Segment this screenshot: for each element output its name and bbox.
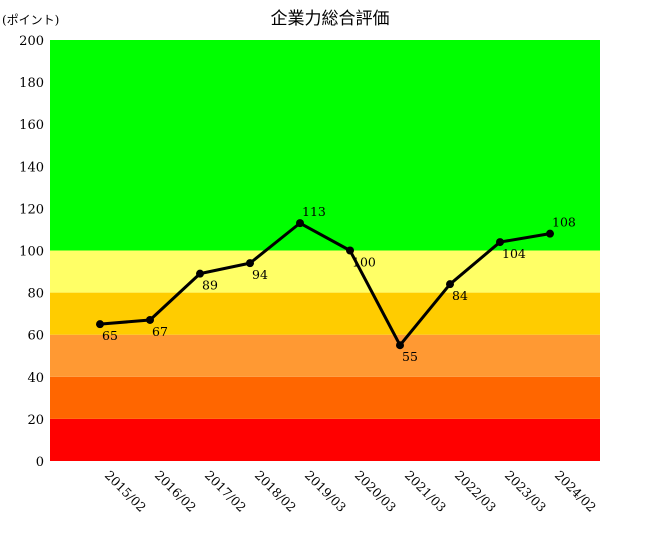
band-60-80 xyxy=(50,292,600,335)
y-tick-label: 80 xyxy=(27,287,44,302)
data-point xyxy=(496,238,504,247)
y-tick-label: 100 xyxy=(19,245,44,260)
y-tick-label: 120 xyxy=(19,202,44,217)
data-label: 65 xyxy=(102,328,118,343)
data-label: 84 xyxy=(452,288,468,303)
y-tick-label: 180 xyxy=(19,76,44,91)
band-20-40 xyxy=(50,376,600,419)
chart-title: 企業力総合評価 xyxy=(271,9,390,29)
data-label: 89 xyxy=(202,278,218,293)
data-label: 104 xyxy=(502,246,526,261)
x-tick-label: 2019/03 xyxy=(302,468,349,515)
y-tick-label: 160 xyxy=(19,118,44,133)
x-tick-label: 2023/03 xyxy=(502,468,549,515)
y-tick-label: 40 xyxy=(27,371,44,386)
background-bands xyxy=(50,40,600,461)
band-0-20 xyxy=(50,418,600,461)
x-tick-label: 2018/02 xyxy=(252,468,299,515)
x-tick-label: 2022/03 xyxy=(452,468,499,515)
x-tick-label: 2021/03 xyxy=(402,468,449,515)
band-100-200 xyxy=(50,40,600,251)
data-point xyxy=(446,280,454,289)
y-axis: 0 20 40 60 80 100 120 140 160 180 200 xyxy=(19,34,44,470)
x-axis: 2015/02 2016/02 2017/02 2018/02 2019/03 2020/… xyxy=(102,468,599,515)
y-tick-label: 140 xyxy=(19,160,44,175)
x-tick-label: 2017/02 xyxy=(202,468,249,515)
data-label: 100 xyxy=(352,255,376,270)
y-tick-label: 20 xyxy=(27,413,44,428)
data-point xyxy=(246,259,254,268)
plot-area: 65 67 89 94 113 100 55 84 104 108 xyxy=(96,204,576,364)
series-line xyxy=(99,221,551,347)
data-point xyxy=(546,229,554,238)
data-point xyxy=(346,246,354,255)
x-tick-label: 2024/02 xyxy=(552,468,599,515)
data-label: 67 xyxy=(152,324,168,339)
data-point xyxy=(196,269,204,278)
data-point xyxy=(296,219,304,228)
data-label: 55 xyxy=(402,349,418,364)
y-tick-label: 60 xyxy=(27,329,44,344)
data-label: 108 xyxy=(552,215,576,230)
x-tick-label: 2015/02 xyxy=(102,468,149,515)
x-tick-label: 2016/02 xyxy=(152,468,199,515)
band-40-60 xyxy=(50,334,600,377)
band-80-100 xyxy=(50,250,600,293)
data-point xyxy=(396,341,404,350)
y-tick-label: 200 xyxy=(19,34,44,49)
x-tick-label: 2020/03 xyxy=(352,468,399,515)
data-point xyxy=(146,315,154,324)
data-point xyxy=(96,320,104,329)
data-label: 94 xyxy=(252,267,268,282)
y-axis-unit-label: (ポイント) xyxy=(2,13,59,27)
data-label: 113 xyxy=(302,204,326,219)
y-tick-label: 0 xyxy=(36,455,44,470)
